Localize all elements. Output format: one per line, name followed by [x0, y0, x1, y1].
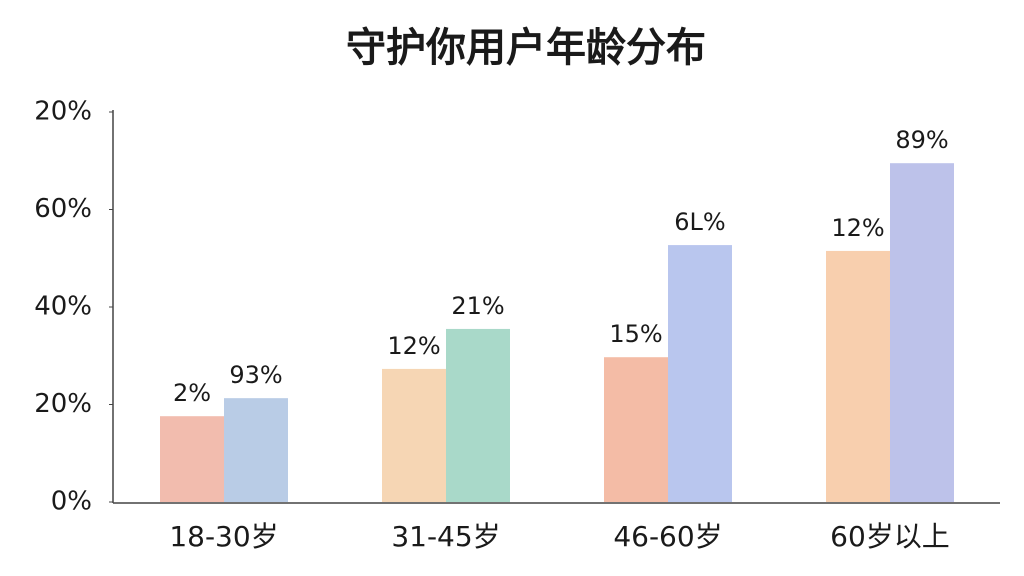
- y-tick-label: 20%: [34, 97, 92, 127]
- value-label: 89%: [895, 126, 948, 154]
- value-label: 12%: [831, 214, 884, 242]
- bar: [446, 328, 510, 502]
- bar: [382, 368, 446, 502]
- y-tick-label: 40%: [34, 292, 92, 322]
- y-tick-label: 0%: [51, 487, 92, 517]
- x-tick-label: 60岁以上: [830, 520, 950, 553]
- bar: [890, 163, 954, 502]
- value-label: 21%: [451, 292, 504, 320]
- x-tick-label: 31-45岁: [391, 520, 500, 553]
- x-tick-label: 18-30岁: [169, 520, 278, 553]
- y-tick-label: 20%: [34, 389, 92, 419]
- bar: [826, 250, 890, 502]
- x-tick-label: 46-60岁: [613, 520, 722, 553]
- bar: [668, 245, 732, 502]
- value-label: 15%: [609, 320, 662, 348]
- value-label: 12%: [387, 332, 440, 360]
- bar: [604, 357, 668, 502]
- value-label: 93%: [229, 361, 282, 389]
- value-label: 6L%: [674, 208, 725, 236]
- bar: [224, 398, 288, 502]
- chart-title: 守护你用户年龄分布: [346, 25, 706, 71]
- bar: [160, 416, 224, 502]
- y-tick-label: 60%: [34, 194, 92, 224]
- value-label: 2%: [173, 379, 211, 407]
